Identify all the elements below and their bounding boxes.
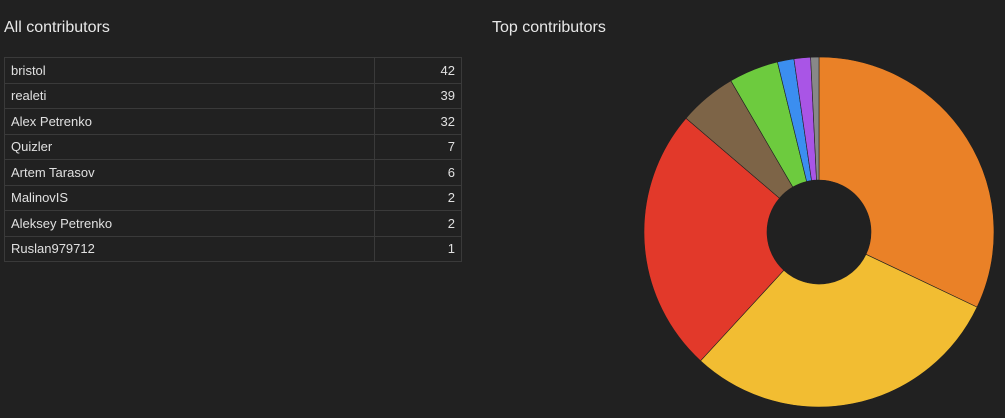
contributor-count: 7 xyxy=(374,133,462,160)
contributor-count: 32 xyxy=(374,108,462,135)
table-row: Ruslan979712 1 xyxy=(4,235,462,262)
table-row: Artem Tarasov 6 xyxy=(4,159,462,186)
all-contributors-title: All contributors xyxy=(4,19,110,36)
contributor-count: 2 xyxy=(374,210,462,237)
table-row: Quizler 7 xyxy=(4,133,462,160)
contributor-name: Ruslan979712 xyxy=(4,235,375,262)
top-contributors-title: Top contributors xyxy=(492,19,606,36)
contributor-name: Alex Petrenko xyxy=(4,108,375,135)
table-row: Alex Petrenko 32 xyxy=(4,108,462,135)
table-row: bristol 42 xyxy=(4,57,462,84)
contributor-name: Artem Tarasov xyxy=(4,159,375,186)
table-row: MalinovIS 2 xyxy=(4,184,462,211)
contributor-count: 1 xyxy=(374,235,462,262)
pie-slice-8[interactable] xyxy=(810,56,820,181)
pie-slice-1[interactable] xyxy=(818,56,995,308)
contributors-table: bristol 42 realeti 39 Alex Petrenko 32 Quizler… xyxy=(4,57,462,262)
table-row: realeti 39 xyxy=(4,82,462,109)
pie-slice-2[interactable] xyxy=(700,253,978,408)
contributor-count: 39 xyxy=(374,82,462,109)
contributor-count: 2 xyxy=(374,184,462,211)
contributor-name: MalinovIS xyxy=(4,184,375,211)
contributor-count: 6 xyxy=(374,159,462,186)
pie-slice-3[interactable] xyxy=(643,117,785,362)
